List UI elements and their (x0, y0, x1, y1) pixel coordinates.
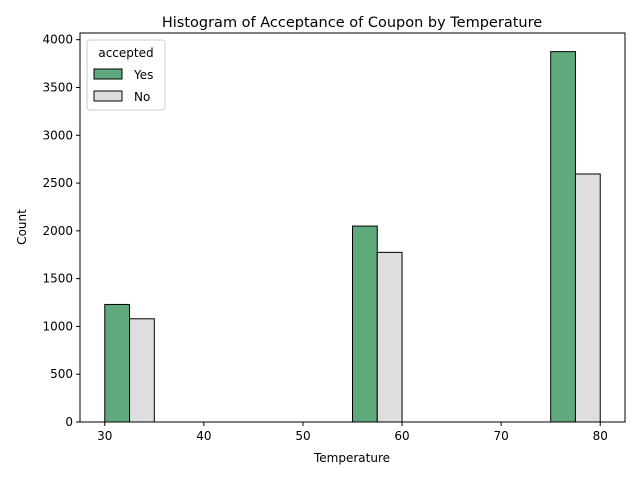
bar-no-2 (574, 173, 601, 423)
bar-yes-1 (352, 225, 378, 423)
legend: accepted Yes No (86, 39, 166, 111)
x-tick-label: 50 (295, 429, 310, 443)
y-tick-label: 500 (50, 367, 73, 381)
y-tick-label: 2500 (42, 176, 73, 190)
y-tick-label: 3000 (42, 128, 73, 142)
x-tick-label: 30 (97, 429, 112, 443)
x-tick-label: 60 (394, 429, 409, 443)
x-tick-label: 80 (593, 429, 608, 443)
bar-no-1 (376, 251, 403, 423)
x-tick-label: 70 (493, 429, 508, 443)
y-axis-label: Count (15, 209, 29, 245)
bars-layer (104, 51, 601, 423)
y-tick-label: 1000 (42, 319, 73, 333)
legend-label-yes: Yes (133, 68, 153, 82)
x-axis-label: Temperature (313, 451, 390, 465)
bar-yes-2 (550, 51, 576, 423)
y-axis-ticks: 0 500 1000 1500 2000 2500 3000 3500 4000 (42, 33, 80, 429)
y-tick-label: 3500 (42, 80, 73, 94)
legend-title: accepted (98, 46, 153, 60)
chart-title: Histogram of Acceptance of Coupon by Tem… (162, 15, 542, 31)
legend-swatch-yes (93, 68, 123, 80)
bar-no-0 (129, 318, 155, 423)
plot-frame (79, 32, 626, 423)
y-tick-label: 1500 (42, 272, 73, 286)
x-axis-ticks: 30 40 50 60 70 80 (97, 422, 608, 443)
bar-yes-0 (104, 303, 131, 423)
y-tick-label: 4000 (42, 33, 73, 47)
legend-label-no: No (134, 90, 150, 104)
legend-swatch-no (93, 90, 123, 102)
y-tick-label: 0 (65, 415, 73, 429)
y-tick-label: 2000 (42, 224, 73, 238)
x-tick-label: 40 (196, 429, 211, 443)
